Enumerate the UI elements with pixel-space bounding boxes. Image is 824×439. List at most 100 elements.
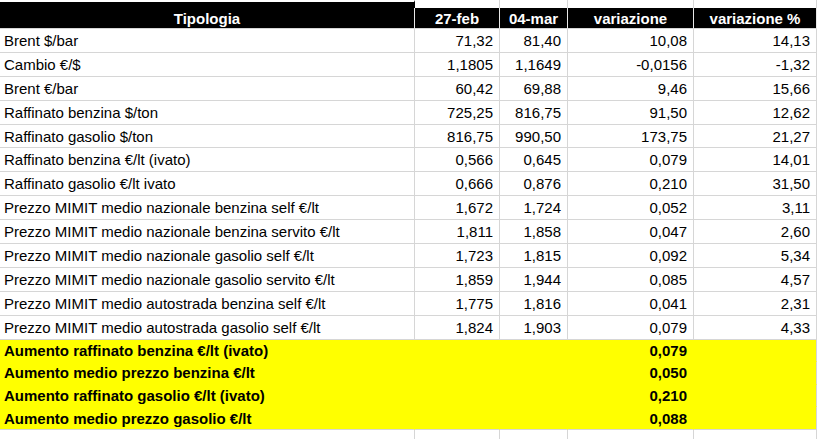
cell-04-mar[interactable] — [500, 407, 568, 430]
cell-variazione[interactable]: -0,0156 — [568, 53, 694, 77]
cell-27-feb[interactable]: 1,859 — [415, 268, 500, 292]
cell-variazione-pct[interactable] — [694, 362, 817, 385]
cell-variazione[interactable]: 0,047 — [568, 220, 694, 244]
cell-variazione[interactable]: 0,092 — [568, 244, 694, 268]
cell-04-mar[interactable]: 1,816 — [500, 292, 568, 316]
cell-summary-label[interactable]: Aumento raffinato benzina €/lt (ivato) — [0, 340, 415, 363]
cell-variazione-pct[interactable] — [694, 340, 817, 363]
cell-variazione[interactable]: 0,088 — [568, 407, 694, 430]
cell-variazione-pct[interactable]: 12,62 — [694, 101, 817, 125]
cell-variazione[interactable]: 0,079 — [568, 316, 694, 340]
cell-variazione-pct[interactable]: 14,01 — [694, 148, 817, 172]
cell-04-mar[interactable]: 81,40 — [500, 29, 568, 53]
cell-variazione-pct[interactable] — [694, 407, 817, 430]
cell-27-feb[interactable]: 1,672 — [415, 196, 500, 220]
cell-27-feb[interactable]: 816,75 — [415, 125, 500, 149]
cell-04-mar[interactable]: 1,944 — [500, 268, 568, 292]
cell-variazione-pct[interactable]: 15,66 — [694, 77, 817, 101]
cell-04-mar[interactable]: 1,724 — [500, 196, 568, 220]
cell-tipologia[interactable]: Brent $/bar — [0, 29, 415, 53]
sliver-cell — [694, 430, 817, 439]
column-header-27-feb[interactable]: 27-feb — [415, 8, 500, 29]
cell-tipologia[interactable]: Raffinato benzina $/ton — [0, 101, 415, 125]
cell-04-mar[interactable] — [500, 340, 568, 363]
cell-variazione-pct[interactable]: 2,60 — [694, 220, 817, 244]
cell-tipologia[interactable]: Prezzo MIMIT medio nazionale benzina ser… — [0, 220, 415, 244]
cell-variazione[interactable]: 10,08 — [568, 29, 694, 53]
summary-row: Aumento raffinato gasolio €/lt (ivato) 0,… — [0, 385, 817, 408]
cell-04-mar[interactable] — [500, 385, 568, 408]
cell-04-mar[interactable]: 69,88 — [500, 77, 568, 101]
cell-variazione[interactable]: 0,210 — [568, 385, 694, 408]
cell-04-mar[interactable]: 990,50 — [500, 125, 568, 149]
cell-variazione-pct[interactable]: 3,11 — [694, 196, 817, 220]
cell-04-mar[interactable]: 1,1649 — [500, 53, 568, 77]
cell-27-feb[interactable]: 0,666 — [415, 172, 500, 196]
cell-variazione[interactable]: 0,085 — [568, 268, 694, 292]
cell-27-feb[interactable]: 0,566 — [415, 148, 500, 172]
column-header-tipologia[interactable]: Tipologia — [0, 8, 415, 29]
cell-tipologia[interactable]: Cambio €/$ — [0, 53, 415, 77]
cell-tipologia[interactable]: Prezzo MIMIT medio autostrada benzina se… — [0, 292, 415, 316]
cell-04-mar[interactable]: 816,75 — [500, 101, 568, 125]
cell-variazione-pct[interactable] — [694, 385, 817, 408]
cell-27-feb[interactable]: 1,723 — [415, 244, 500, 268]
cell-04-mar[interactable]: 1,815 — [500, 244, 568, 268]
cell-27-feb[interactable]: 71,32 — [415, 29, 500, 53]
column-header-04-mar[interactable]: 04-mar — [500, 8, 568, 29]
table-row: Raffinato gasolio €/lt ivato0,6660,8760,… — [0, 172, 817, 196]
cell-tipologia[interactable]: Prezzo MIMIT medio nazionale gasolio ser… — [0, 268, 415, 292]
cell-27-feb[interactable]: 1,811 — [415, 220, 500, 244]
cell-27-feb[interactable]: 725,25 — [415, 101, 500, 125]
cell-variazione[interactable]: 173,75 — [568, 125, 694, 149]
cell-27-feb[interactable]: 1,1805 — [415, 53, 500, 77]
sliver-cell — [500, 0, 568, 8]
cell-27-feb[interactable] — [415, 362, 500, 385]
cell-variazione[interactable]: 0,050 — [568, 362, 694, 385]
table-row: Prezzo MIMIT medio autostrada benzina se… — [0, 292, 817, 316]
cell-variazione-pct[interactable]: 21,27 — [694, 125, 817, 149]
cell-tipologia[interactable]: Prezzo MIMIT medio nazionale gasolio sel… — [0, 244, 415, 268]
cell-tipologia[interactable]: Raffinato gasolio €/lt ivato — [0, 172, 415, 196]
cell-variazione[interactable]: 91,50 — [568, 101, 694, 125]
cell-tipologia[interactable]: Prezzo MIMIT medio autostrada gasolio se… — [0, 316, 415, 340]
cell-04-mar[interactable]: 0,645 — [500, 148, 568, 172]
sliver-cell — [415, 0, 500, 8]
cell-variazione[interactable]: 9,46 — [568, 77, 694, 101]
cell-tipologia[interactable]: Prezzo MIMIT medio nazionale benzina sel… — [0, 196, 415, 220]
spreadsheet-table: Tipologia 27-feb 04-mar variazione varia… — [0, 0, 824, 439]
cell-summary-label[interactable]: Aumento medio prezzo gasolio €/lt — [0, 407, 415, 430]
table-body: Brent $/bar71,3281,4010,0814,13Cambio €/… — [0, 29, 817, 340]
cell-variazione-pct[interactable]: 2,31 — [694, 292, 817, 316]
cell-tipologia[interactable]: Raffinato gasolio $/ton — [0, 125, 415, 149]
cell-variazione-pct[interactable]: 14,13 — [694, 29, 817, 53]
cell-27-feb[interactable]: 1,824 — [415, 316, 500, 340]
cell-27-feb[interactable] — [415, 340, 500, 363]
cell-27-feb[interactable] — [415, 407, 500, 430]
cell-variazione-pct[interactable]: 4,33 — [694, 316, 817, 340]
column-header-variazione-pct[interactable]: variazione % — [694, 8, 817, 29]
cell-27-feb[interactable] — [415, 385, 500, 408]
cell-04-mar[interactable] — [500, 362, 568, 385]
cell-27-feb[interactable]: 60,42 — [415, 77, 500, 101]
cell-variazione-pct[interactable]: -1,32 — [694, 53, 817, 77]
cell-summary-label[interactable]: Aumento medio prezzo benzina €/lt — [0, 362, 415, 385]
cell-27-feb[interactable]: 1,775 — [415, 292, 500, 316]
cell-variazione-pct[interactable]: 31,50 — [694, 172, 817, 196]
cell-variazione[interactable]: 0,041 — [568, 292, 694, 316]
column-header-variazione[interactable]: variazione — [568, 8, 694, 29]
cell-04-mar[interactable]: 1,903 — [500, 316, 568, 340]
cell-variazione-pct[interactable]: 5,34 — [694, 244, 817, 268]
cell-tipologia[interactable]: Raffinato benzina €/lt (ivato) — [0, 148, 415, 172]
cell-04-mar[interactable]: 1,858 — [500, 220, 568, 244]
cell-variazione[interactable]: 0,210 — [568, 172, 694, 196]
cell-variazione[interactable]: 0,079 — [568, 340, 694, 363]
cell-variazione[interactable]: 0,052 — [568, 196, 694, 220]
cell-04-mar[interactable]: 0,876 — [500, 172, 568, 196]
table-row: Prezzo MIMIT medio nazionale gasolio sel… — [0, 244, 817, 268]
cell-variazione-pct[interactable]: 4,57 — [694, 268, 817, 292]
table-row: Brent $/bar71,3281,4010,0814,13 — [0, 29, 817, 53]
cell-variazione[interactable]: 0,079 — [568, 148, 694, 172]
cell-tipologia[interactable]: Brent €/bar — [0, 77, 415, 101]
cell-summary-label[interactable]: Aumento raffinato gasolio €/lt (ivato) — [0, 385, 415, 408]
